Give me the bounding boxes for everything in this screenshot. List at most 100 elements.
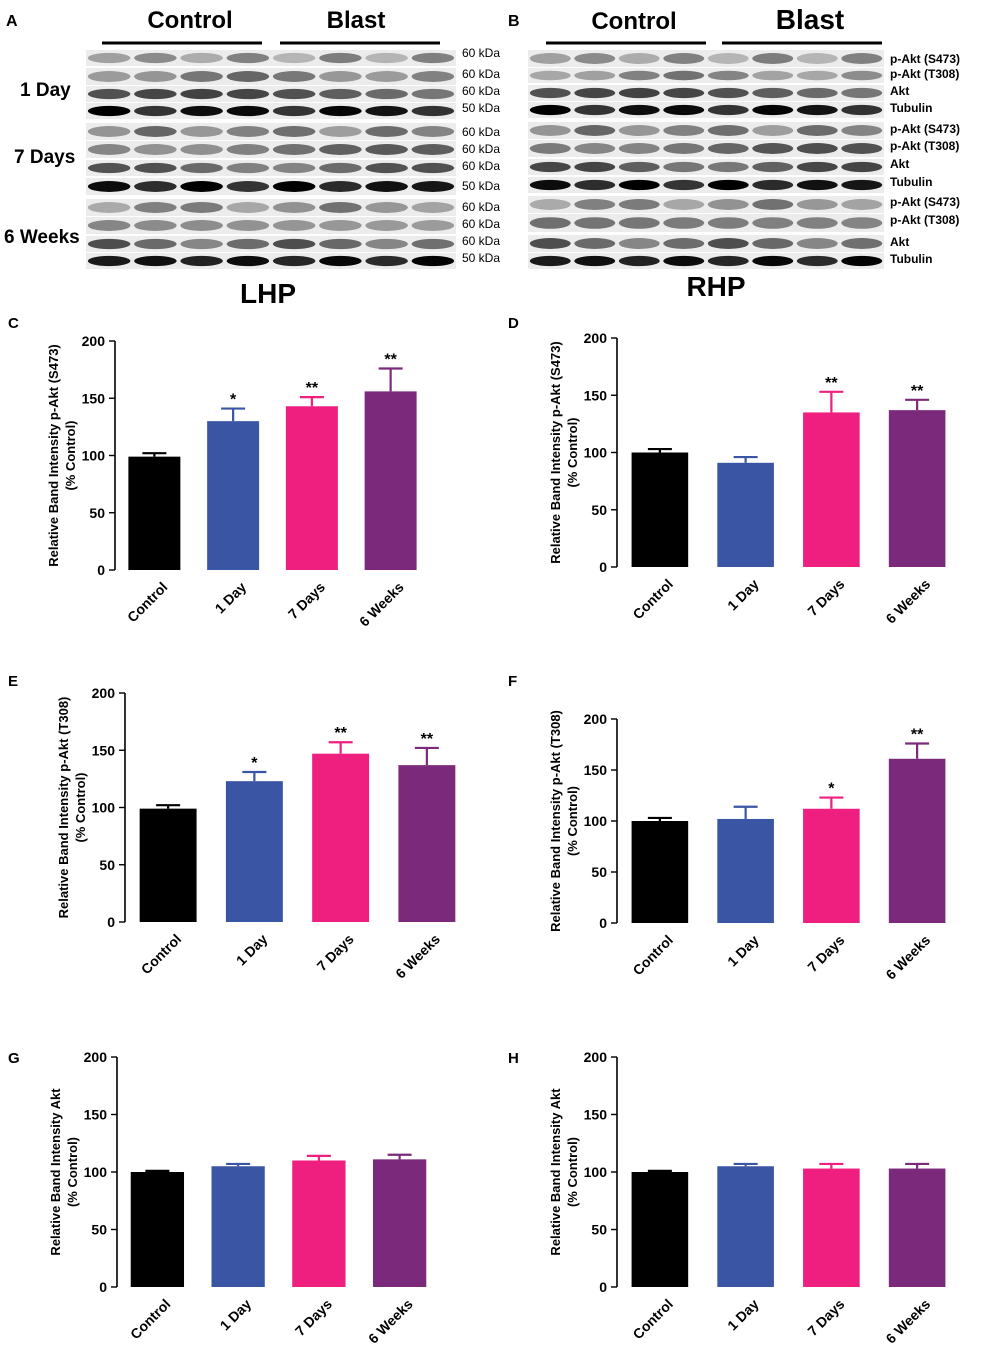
protein-label: p-Akt (S473) [890,52,960,66]
y-tick-label: 150 [84,1107,108,1123]
x-tick-label: 6 Weeks [392,931,443,982]
blot-band [796,143,838,154]
blot-band [365,126,408,137]
blot-band [272,105,316,117]
bar [292,1160,346,1287]
blot-band [319,52,362,64]
blot-band [180,202,223,213]
blot-band [841,238,883,249]
y-axis-label-unit: (% Control) [73,772,88,842]
blot-strip [528,102,884,118]
y-tick-label: 50 [89,505,105,521]
blot-band [663,70,705,81]
chart-panel-g: G 0 50 100 150 200 Relative Band Intensity Akt… [8,1049,427,1347]
blot-band [411,71,455,82]
bar [211,1166,265,1287]
bar [803,412,860,567]
protein-label: Akt [890,157,909,171]
chart-panel-h: H 0 50 100 150 200 Relative Band Intensity Akt… [508,1049,946,1347]
bar [139,808,197,922]
blot-band [618,179,660,191]
bar [364,391,417,570]
significance-marker: ** [911,383,924,400]
blot-band [319,202,362,213]
kda-label: 60 kDa [462,234,500,248]
blot-band [618,104,660,116]
blot-band [796,238,838,249]
y-tick-label: 0 [97,562,105,578]
blot-band [226,88,270,100]
y-tick-label: 100 [92,800,116,816]
y-tick-label: 150 [92,742,116,758]
blot-band [365,255,408,267]
blot-band [707,87,749,99]
blot-strip [528,159,884,175]
blot-band [574,161,616,173]
significance-marker: ** [911,726,924,743]
blot-band [841,87,883,99]
significance-marker: ** [384,351,397,368]
blot-band [663,238,705,249]
x-tick-label: 6 Weeks [882,1296,933,1347]
significance-marker: * [230,392,237,409]
blot-band [272,202,316,213]
blot-band [180,144,223,155]
blot-strip [86,123,456,140]
blot-band [134,162,177,174]
blot-a-timepoint-1day: 1 Day [20,80,71,101]
blot-band [226,220,270,231]
bar [717,1166,774,1287]
kda-label: 50 kDa [462,101,500,115]
blot-band [796,161,838,173]
bar [225,781,283,922]
y-axis-label: Relative Band Intensity p-Akt (T308) [56,697,71,919]
protein-label: Akt [890,84,909,98]
blot-band [87,220,131,231]
y-tick-label: 0 [107,914,115,930]
blot-band [365,220,408,231]
blot-band [87,52,131,64]
bar [207,421,260,570]
y-tick-label: 200 [584,330,608,346]
blot-panel-a: A Control Blast 1 Day 7 Days 6 Weeks 60 … [4,7,500,309]
x-tick-label: Control [629,932,676,979]
y-axis-label: Relative Band Intensity p-Akt (S473) [548,341,563,564]
blot-band [663,125,705,136]
kda-label: 60 kDa [462,200,500,214]
blot-band [226,105,270,117]
x-tick-label: 1 Day [724,932,762,970]
blot-band [663,217,705,229]
panel-letter: F [508,673,517,690]
blot-band [707,53,749,64]
blot-b-group-control: Control [591,8,676,35]
blot-band [134,255,177,267]
blot-band [841,104,883,116]
blot-band [752,161,794,173]
y-tick-label: 200 [584,711,608,727]
blot-band [618,53,660,64]
blot-band [411,126,455,137]
x-tick-label: 6 Weeks [882,932,933,983]
blot-band [272,255,316,267]
y-axis-label-unit: (% Control) [65,1137,80,1207]
blot-band [618,87,660,99]
blot-band [365,144,408,155]
x-tick-label: Control [629,576,676,623]
protein-label: p-Akt (S473) [890,122,960,136]
bar [888,1168,946,1287]
bar [803,1168,860,1287]
bar [372,1159,427,1287]
blot-band [707,104,749,116]
blot-band [752,179,794,191]
blot-band [574,255,616,267]
blot-band [841,255,883,267]
blot-band [319,162,362,174]
blot-band [365,238,408,250]
blot-band [272,52,316,64]
significance-marker: ** [306,380,319,397]
blot-band [574,70,616,81]
blot-band [411,202,455,213]
bar [631,452,689,567]
blot-band [574,199,616,210]
blot-band [411,144,455,155]
